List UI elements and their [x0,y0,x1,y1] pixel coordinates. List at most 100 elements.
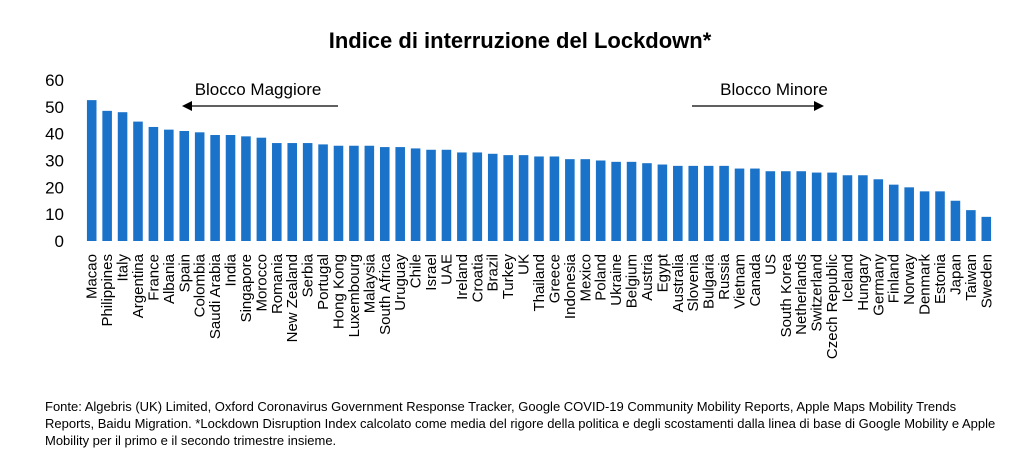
x-tick-label: Japan [947,254,964,295]
x-tick-label: Uruguay [392,254,409,311]
x-tick-label: Croatia [469,253,486,302]
x-tick-label: Austria [639,253,656,300]
x-tick-label: Philippines [99,254,116,327]
bar [287,143,298,241]
bar [981,216,992,241]
x-tick-label: Hungary [855,254,872,311]
bar [950,200,961,241]
bar [503,155,513,241]
bar [318,144,328,241]
bar [780,171,791,241]
x-tick-label: Ireland [454,254,471,300]
bar [765,171,776,241]
x-tick-label: Mexico [577,254,594,302]
annotation-left-arrowhead [182,101,192,111]
bar [225,135,236,241]
bar [657,164,668,241]
bar [395,147,405,241]
bar [719,165,729,241]
bar [457,152,467,241]
source-footnote: Fonte: Algebris (UK) Limited, Oxford Cor… [45,399,996,448]
bar [703,165,714,241]
x-tick-label: Germany [870,254,887,316]
bar [580,159,591,241]
x-tick-label: Estonia [932,253,949,304]
bar [734,168,745,241]
bar [210,135,220,241]
annotations: Blocco Maggiore Blocco Minore [182,80,828,111]
annotation-right-label: Blocco Minore [720,80,828,99]
bar [858,175,868,241]
bar-chart: 0 10 20 30 40 50 60 MacaoPhilippinesItalyArgen… [45,71,996,359]
bar [888,184,899,241]
x-tick-label: Finland [886,254,903,303]
bar [179,130,190,241]
annotation-left-label: Blocco Maggiore [195,80,322,99]
y-tick-label: 10 [45,205,64,224]
bar [441,149,452,241]
bar [534,156,544,241]
bar [241,136,251,241]
bar [642,163,652,241]
x-tick-label: Vietnam [732,254,749,309]
x-axis-labels: MacaoPhilippinesItalyArgentinaFranceAlba… [84,253,996,359]
x-tick-label: Slovenia [685,253,702,311]
bar [827,172,837,241]
y-tick-label: 20 [45,178,64,197]
x-tick-label: India [223,253,240,286]
bar [426,149,436,241]
x-tick-label: Poland [593,254,610,301]
bar [595,160,606,241]
x-tick-label: New Zealand [284,254,301,342]
x-tick-label: Colombia [192,253,209,317]
x-tick-label: Albania [161,253,178,304]
bar [919,191,930,241]
x-tick-label: Argentina [130,253,147,318]
x-tick-label: Denmark [917,254,934,315]
y-tick-label: 40 [45,125,64,144]
bar [349,145,359,241]
x-tick-label: Portugal [315,254,332,310]
x-tick-label: Hong Kong [330,254,347,329]
bar [904,187,914,241]
bar [549,156,560,241]
x-tick-label: Canada [747,253,764,306]
bar [487,153,498,241]
bar [117,112,128,241]
x-tick-label: France [145,254,162,301]
bar [133,121,143,241]
x-tick-label: Taiwan [963,254,980,301]
x-tick-label: Spain [176,254,193,292]
bar [518,155,529,241]
y-tick-label: 0 [55,232,64,251]
bar [611,161,621,241]
x-tick-label: Bulgaria [701,253,718,309]
x-tick-label: Thailand [531,254,548,312]
bar [379,147,390,241]
x-tick-label: UK [516,254,533,275]
x-tick-label: Ukraine [608,254,625,306]
bar [194,132,205,241]
x-tick-label: Morocco [253,254,270,312]
x-tick-label: Netherlands [793,254,810,335]
y-tick-label: 60 [45,71,64,90]
x-tick-label: South Korea [778,253,795,337]
x-tick-label: Sweden [978,254,995,308]
x-tick-label: South Africa [377,253,394,335]
x-tick-label: Romania [269,253,286,314]
bar [102,110,112,241]
bars [86,100,992,241]
x-tick-label: Greece [546,254,563,303]
x-tick-label: Iceland [839,254,856,302]
x-tick-label: Indonesia [562,253,579,319]
bar [472,152,483,241]
x-tick-label: Norway [901,254,918,305]
bar [842,175,853,241]
x-tick-label: Serbia [300,253,317,297]
x-tick-label: Singapore [238,254,255,322]
x-tick-label: Chile [408,254,425,288]
x-tick-label: Australia [670,253,687,312]
x-tick-label: Egypt [654,253,671,292]
bar [966,210,976,241]
